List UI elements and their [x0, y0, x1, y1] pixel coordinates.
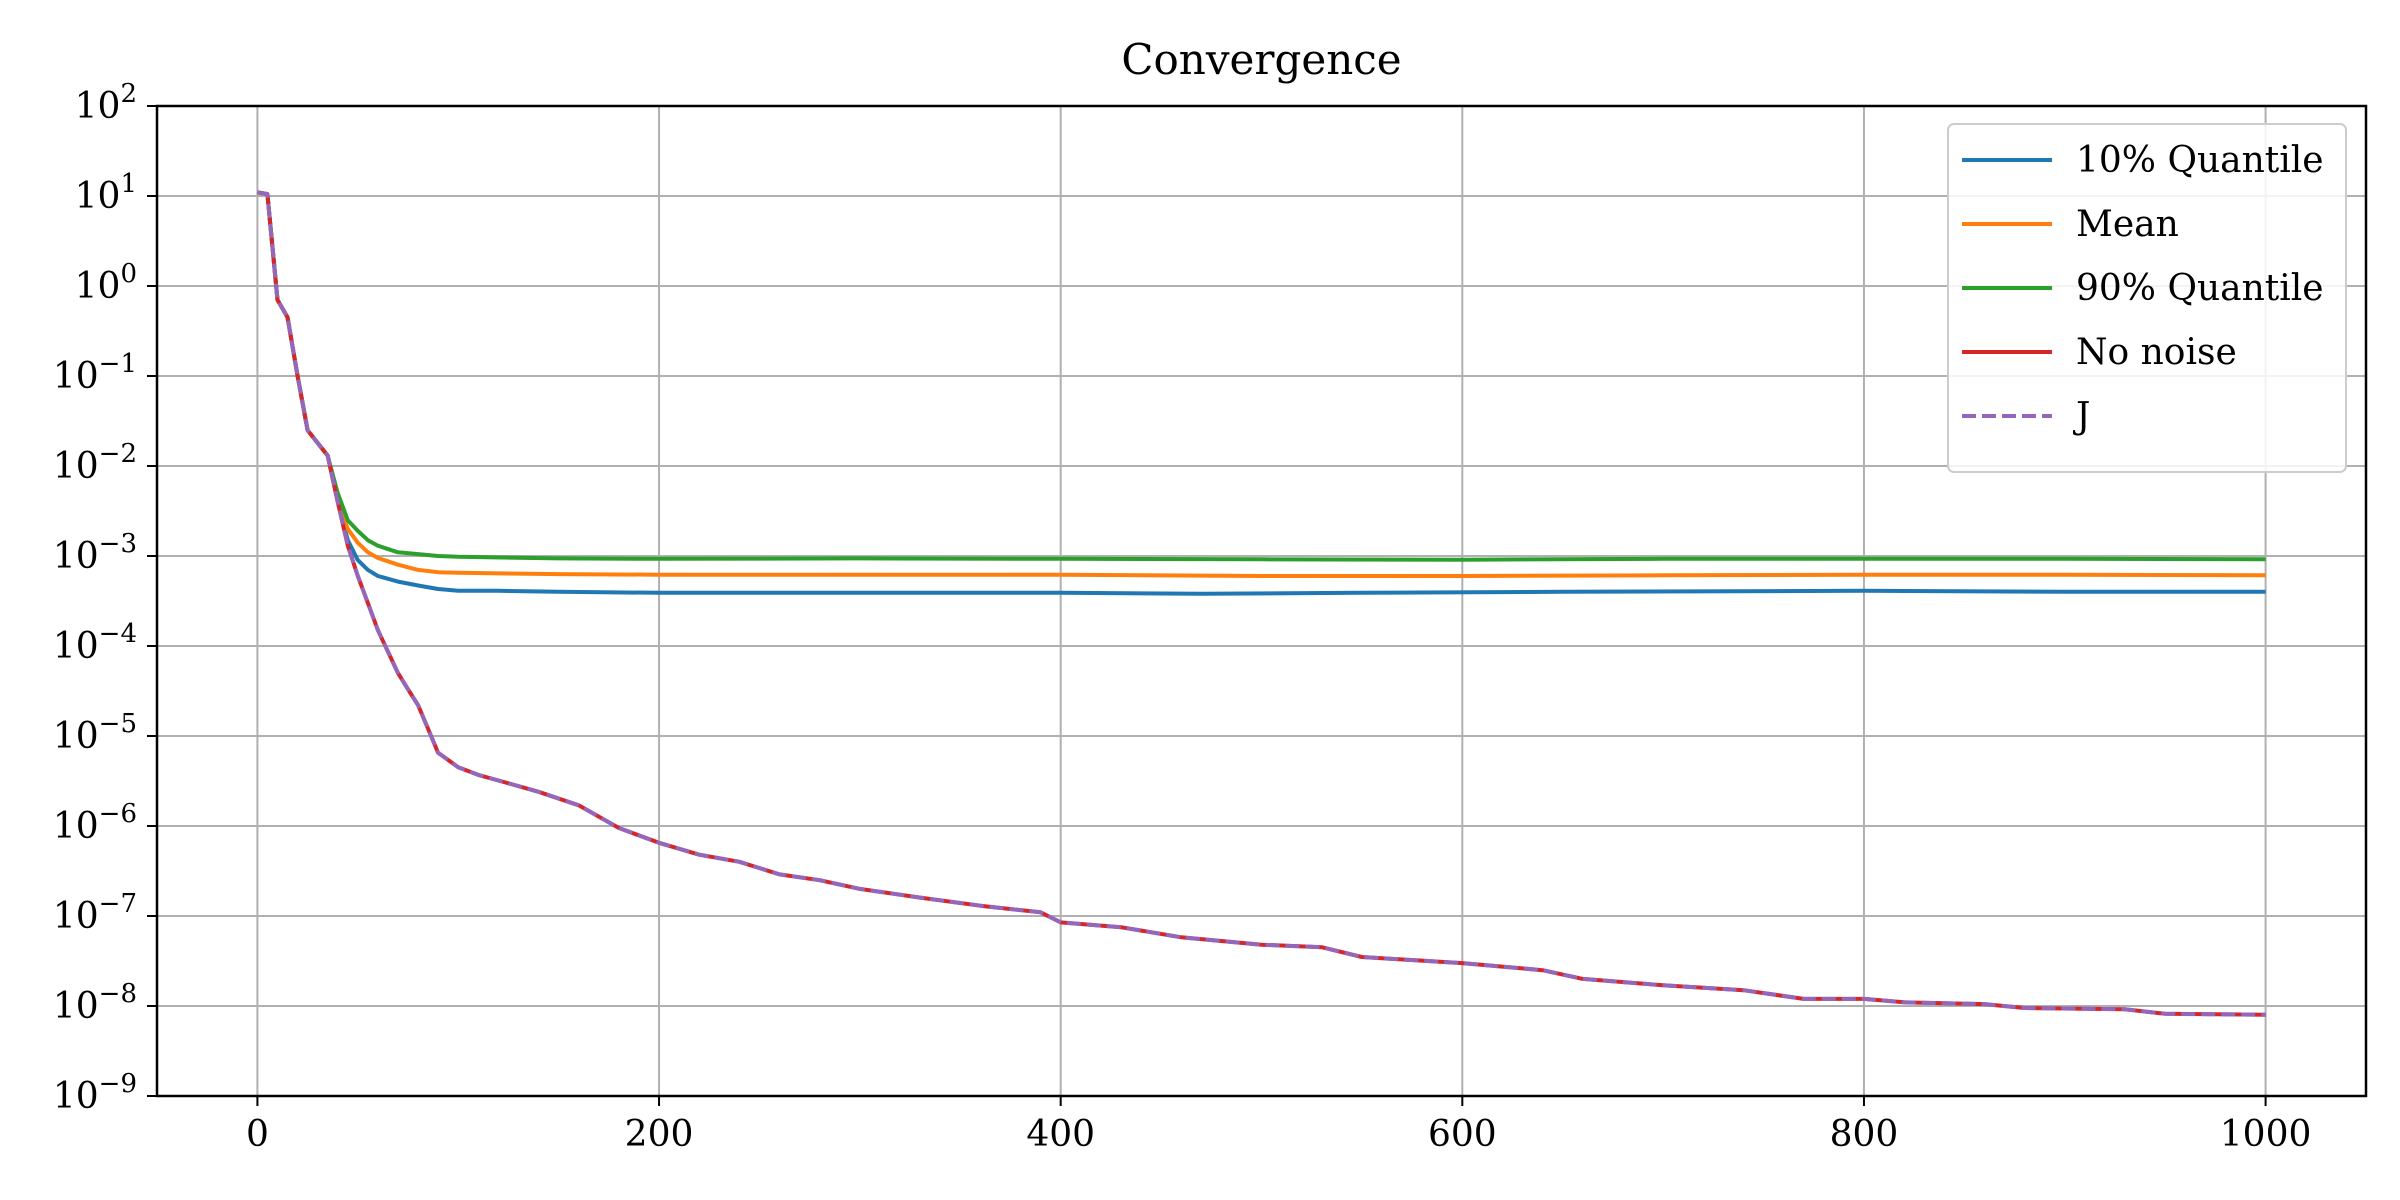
legend-label: J [2072, 396, 2090, 437]
y-tick-label: 10−3 [53, 529, 137, 577]
legend-box [1947, 123, 2347, 473]
y-tick-label: 100 [75, 259, 137, 307]
legend-label: 90% Quantile [2076, 268, 2324, 309]
legend-label: No noise [2076, 332, 2237, 373]
x-tick-label: 200 [625, 1114, 694, 1155]
y-tick-label: 10−7 [53, 889, 137, 937]
series-lines [257, 190, 2266, 1017]
y-tick-label: 10−5 [53, 709, 137, 757]
y-tick-label: 10−2 [53, 439, 137, 487]
y-tick-label: 10−4 [53, 619, 137, 667]
x-tick-label: 800 [1830, 1114, 1899, 1155]
x-tick-label: 1000 [2220, 1114, 2312, 1155]
plot-frame [155, 104, 2368, 1098]
y-axis-ticks: 10−9 10−8 10−7 10−6 10−5 10−4 10−3 10−2 10−1 100 1… [53, 79, 157, 1117]
y-tick-label: 102 [75, 79, 137, 127]
y-tick-label: 10−9 [53, 1069, 137, 1117]
legend-label: 10% Quantile [2076, 140, 2324, 181]
series-line-j [257, 190, 2266, 1017]
y-tick-label: 10−6 [53, 799, 137, 847]
legend: 10% Quantile Mean 90% Quantile No noise J [1947, 123, 2347, 473]
x-axis-ticks: 0 200 400 600 800 1000 [246, 1096, 2311, 1155]
y-tick-label: 101 [75, 169, 137, 217]
y-tick-label: 10−8 [53, 979, 137, 1027]
x-tick-label: 0 [246, 1114, 269, 1155]
chart-title: Convergence [1121, 35, 1401, 84]
x-tick-label: 400 [1026, 1114, 1095, 1155]
x-tick-label: 600 [1428, 1114, 1497, 1155]
legend-label: Mean [2076, 204, 2179, 245]
y-tick-label: 10−1 [53, 349, 137, 397]
